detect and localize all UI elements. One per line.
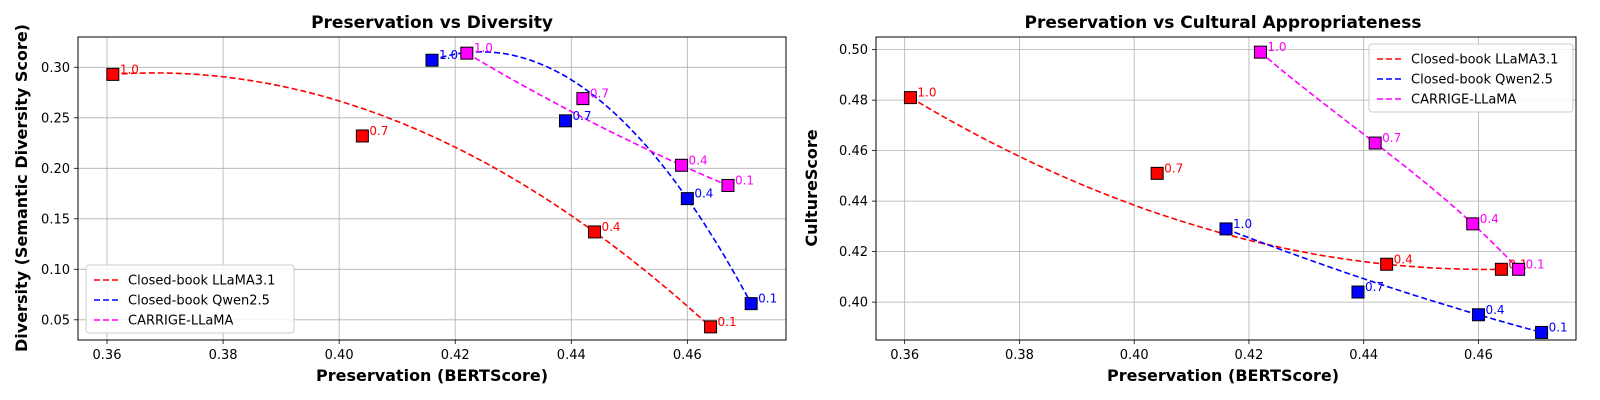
y-tick-label: 0.15: [41, 212, 70, 227]
x-tick-label: 0.40: [325, 348, 354, 363]
data-point-label: 0.4: [689, 153, 708, 167]
y-tick-label: 0.20: [41, 162, 70, 177]
data-point: [106, 67, 120, 81]
x-tick-label: 0.38: [1005, 348, 1034, 363]
data-point: [903, 91, 917, 105]
data-point-label: 0.7: [1365, 280, 1384, 294]
data-point-label: 0.4: [601, 220, 620, 234]
data-point: [1368, 136, 1382, 150]
data-point-label: 0.4: [1394, 252, 1413, 266]
data-point-label: 0.4: [1480, 212, 1499, 226]
x-axis-label: Preservation (BERTScore): [1107, 366, 1339, 385]
chart-left: Preservation vs Diversity Preservation (…: [12, 13, 553, 385]
legend-entry: Closed-book LLaMA3.1: [128, 274, 275, 289]
y-tick-label: 0.44: [839, 195, 868, 210]
data-point: [1150, 166, 1164, 180]
data-point-label: 1.0: [1267, 40, 1286, 54]
x-tick-label: 0.36: [93, 348, 122, 363]
y-tick-label: 0.48: [839, 94, 868, 109]
data-point-label: 0.7: [572, 109, 591, 123]
data-point: [425, 53, 439, 67]
data-point-label: 0.1: [1526, 257, 1545, 271]
data-point-label: 0.4: [694, 187, 713, 201]
x-tick-label: 0.36: [890, 348, 919, 363]
legend-entry: Closed-book LLaMA3.1: [1411, 53, 1558, 68]
data-point-label: 0.1: [758, 292, 777, 306]
data-point-label: 0.7: [369, 124, 388, 138]
y-tick-label: 0.40: [839, 296, 868, 311]
data-point: [1535, 325, 1549, 339]
data-point-label: 1.0: [439, 48, 458, 62]
data-point: [1253, 45, 1267, 59]
data-point-label: 0.7: [1164, 161, 1183, 175]
x-tick-label: 0.46: [1464, 348, 1493, 363]
data-point: [1512, 262, 1526, 276]
legend-entry: Closed-book Qwen2.5: [128, 294, 270, 309]
series-curve: [431, 50, 752, 304]
data-point: [576, 92, 590, 106]
x-tick-label: 0.44: [557, 348, 586, 363]
data-point: [558, 114, 572, 128]
series-curve: [909, 96, 1502, 271]
chart-title: Preservation vs Diversity: [311, 13, 553, 33]
data-point-label: 1.0: [917, 86, 936, 100]
x-tick-label: 0.44: [1349, 348, 1378, 363]
plot-area-left: 0.36 0.38 0.40 0.42 0.44 0.46 0.05 0.10 0.15 0.20…: [41, 36, 787, 363]
data-point: [680, 192, 694, 206]
data-point: [1219, 222, 1233, 236]
series-curve: [112, 72, 712, 328]
data-point: [1351, 285, 1365, 299]
data-point-label: 0.1: [735, 173, 754, 187]
data-point: [1466, 217, 1480, 231]
data-point: [355, 129, 369, 143]
y-tick-label: 0.46: [839, 144, 868, 159]
y-tick-label: 0.42: [839, 245, 868, 260]
data-point: [704, 320, 718, 334]
y-tick-label: 0.05: [41, 313, 70, 328]
data-point-label: 0.1: [1549, 320, 1568, 334]
y-tick-label: 0.30: [41, 61, 70, 76]
data-point: [1494, 262, 1508, 276]
x-axis-label: Preservation (BERTScore): [316, 366, 548, 385]
legend: Closed-book LLaMA3.1 Closed-book Qwen2.5 C…: [85, 264, 295, 334]
data-point: [675, 158, 689, 172]
data-point: [460, 46, 474, 60]
y-axis-label: CultureScore: [802, 129, 821, 246]
y-tick-label: 0.10: [41, 263, 70, 278]
data-point: [587, 225, 601, 239]
legend-box: [85, 264, 295, 334]
axes-frame: [875, 36, 1577, 341]
data-point-label: 1.0: [1233, 217, 1252, 231]
axes-frame: [77, 36, 787, 341]
data-point-label: 1.0: [120, 62, 139, 76]
x-tick-label: 0.40: [1120, 348, 1149, 363]
legend-entry: CARRIGE-LLaMA: [1411, 93, 1517, 108]
data-point-label: 0.7: [590, 87, 609, 101]
data-point: [721, 178, 735, 192]
data-point: [1471, 308, 1485, 322]
y-tick-label: 0.25: [41, 111, 70, 126]
series-curve: [1259, 51, 1520, 270]
data-point-label: 1.0: [474, 41, 493, 55]
x-tick-label: 0.42: [441, 348, 470, 363]
data-point-label: 0.1: [718, 315, 737, 329]
y-axis-label: Diversity (Semantic Diversity Score): [12, 24, 31, 352]
data-point: [1380, 257, 1394, 271]
legend-entry: Closed-book Qwen2.5: [1411, 73, 1553, 88]
data-point-label: 0.4: [1485, 303, 1504, 317]
plot-area-right: 0.36 0.38 0.40 0.42 0.44 0.46 0.40 0.42 0.44 0.46…: [839, 36, 1577, 363]
legend-box: [1368, 43, 1574, 113]
chart-title: Preservation vs Cultural Appropriateness: [1025, 13, 1422, 33]
x-tick-label: 0.38: [209, 348, 238, 363]
data-point-label: 0.7: [1382, 131, 1401, 145]
chart-right: Preservation vs Cultural Appropriateness…: [802, 13, 1421, 385]
y-tick-label: 0.50: [839, 43, 868, 58]
x-tick-label: 0.46: [673, 348, 702, 363]
x-tick-label: 0.42: [1234, 348, 1263, 363]
legend-entry: CARRIGE-LLaMA: [128, 314, 234, 329]
data-point: [744, 297, 758, 311]
legend: Closed-book LLaMA3.1 Closed-book Qwen2.5 C…: [1368, 43, 1574, 113]
series-curve: [1225, 228, 1542, 334]
